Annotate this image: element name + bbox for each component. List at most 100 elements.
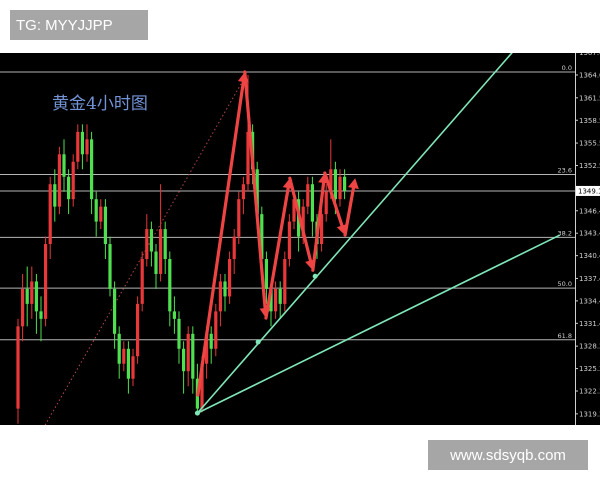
y-tick-label: 1343.45 <box>579 230 600 238</box>
candle-body <box>200 363 204 409</box>
fib-label: 38.2 <box>558 229 572 237</box>
candlestick-chart: 0.0 23.6 38.2 50.0 61.8 黄金4小时图 1367.6 1364.60 13… <box>0 53 600 425</box>
candle-body <box>30 281 34 304</box>
candle-body <box>278 288 282 304</box>
fib-label: 50.0 <box>558 280 572 288</box>
candle-body <box>255 169 259 215</box>
y-tick-label: 1364.60 <box>579 72 600 80</box>
candle-body <box>117 333 121 364</box>
candle-body <box>329 169 333 192</box>
candle-body <box>103 206 107 245</box>
trend-line <box>196 53 513 414</box>
candle-body <box>320 214 324 245</box>
current-price-badge <box>576 185 600 196</box>
y-tick-label: 1325.35 <box>579 365 600 373</box>
candle-body <box>90 139 94 200</box>
candle-body <box>264 259 268 289</box>
candle-body <box>39 311 43 319</box>
y-tick-label: 1358.55 <box>579 117 600 125</box>
candle-body <box>269 288 273 312</box>
candle-body <box>145 229 149 260</box>
candle-body <box>241 184 245 200</box>
y-tick-label: 1340.45 <box>579 252 600 260</box>
candle-body <box>67 176 71 200</box>
candle-body <box>163 229 167 260</box>
candle-body <box>228 259 232 297</box>
candle-body <box>94 199 98 222</box>
candle-body <box>287 221 291 260</box>
candle-body <box>292 199 296 222</box>
watermark-top: TG: MYYJJPP <box>10 10 148 40</box>
y-tick-label: 1328.35 <box>579 343 600 351</box>
candle-body <box>140 259 144 304</box>
candle-body <box>62 154 66 177</box>
y-tick-label: 1319.30 <box>579 410 600 418</box>
candle-body <box>333 169 337 200</box>
candle-body <box>136 303 140 357</box>
candle-body <box>16 326 20 409</box>
y-tick-label: 1322.35 <box>579 388 600 396</box>
candle-body <box>159 229 163 274</box>
candle-body <box>310 184 314 222</box>
candle-body <box>99 206 103 222</box>
candle-body <box>172 311 176 319</box>
candle-body <box>168 259 172 312</box>
y-tick-label: 1361.55 <box>579 94 600 102</box>
candle-body <box>53 184 57 207</box>
trend-line <box>197 234 561 414</box>
candle-body <box>223 281 227 297</box>
candle-body <box>113 288 117 334</box>
candle-body <box>34 281 38 312</box>
y-tick-label: 1337.40 <box>579 275 600 283</box>
arrow-shaft <box>264 186 290 320</box>
candle-body <box>214 311 218 349</box>
fib-label: 0.0 <box>562 64 572 72</box>
candle-body <box>260 214 264 260</box>
fib-label: 61.8 <box>558 332 572 340</box>
trend-marker <box>255 339 261 345</box>
arrow-shaft <box>243 70 267 310</box>
candle-body <box>131 356 135 379</box>
candle-body <box>154 251 158 274</box>
candle-body <box>343 176 347 191</box>
candle-body <box>108 244 112 289</box>
candle-body <box>48 184 52 245</box>
candle-body <box>122 348 126 364</box>
y-tick-label: 1334.40 <box>579 297 600 305</box>
candle-body <box>57 154 61 207</box>
candle-body <box>237 199 241 237</box>
arrow-shaft <box>288 176 313 263</box>
candle-body <box>85 139 89 155</box>
candle-body <box>274 288 278 312</box>
candle-body <box>191 333 195 379</box>
arrow-shaft <box>196 80 245 397</box>
y-tick-label: 1331.40 <box>579 320 600 328</box>
arrow-shaft <box>311 181 326 272</box>
candle-body <box>76 131 80 162</box>
y-tick-label: 1355.50 <box>579 140 600 148</box>
y-tick-label: 1352.50 <box>579 162 600 170</box>
current-price-label: 1349.12 <box>578 187 600 195</box>
candle-body <box>177 318 181 349</box>
candle-body <box>324 191 328 215</box>
watermark-bottom: www.sdsyqb.com <box>428 440 588 470</box>
arrow-shaft <box>323 171 344 228</box>
trend-marker <box>312 273 318 279</box>
candle-body <box>205 333 209 364</box>
candle-body <box>149 229 153 252</box>
candle-body <box>25 288 29 304</box>
candle-body <box>126 348 130 379</box>
candle-body <box>71 161 75 200</box>
candle-body <box>186 333 190 372</box>
trend-marker <box>194 410 200 416</box>
candle-body <box>182 348 186 372</box>
candle-body <box>283 259 287 304</box>
candle-body <box>80 131 84 155</box>
candle-body <box>209 333 213 349</box>
y-tick-label: 1346.45 <box>579 207 600 215</box>
candle-body <box>232 236 236 260</box>
dotted-trend-line <box>44 74 247 425</box>
candle-body <box>21 288 25 327</box>
plot-area: 0.0 23.6 38.2 50.0 61.8 黄金4小时图 <box>0 53 575 425</box>
y-tick-label: 1367.6 <box>579 53 600 57</box>
